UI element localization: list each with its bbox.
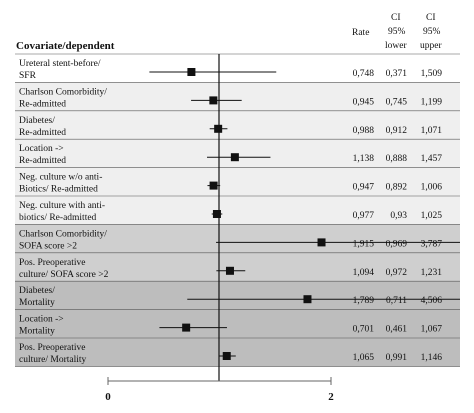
row-band-11 — [15, 338, 460, 367]
row-label-line2: Re-admitted — [19, 128, 66, 138]
row-label-line2: Re-admitted — [19, 156, 66, 166]
row-label-line2: culture/ SOFA score >2 — [19, 270, 109, 280]
rate-marker — [303, 295, 312, 304]
ci-lower-value: 0,745 — [386, 97, 408, 107]
ci-upper-value: 1,025 — [421, 211, 443, 221]
header-ci-upper-3: upper — [420, 41, 442, 51]
row-label-line1: Neg. culture with anti- — [19, 201, 105, 211]
row-band-3 — [15, 110, 460, 140]
data-row-4: Location -> Re-admitted 1,138 0,888 1,457 — [19, 144, 442, 166]
rate-value: 0,988 — [353, 126, 375, 136]
row-band-9 — [15, 281, 460, 310]
rate-marker — [230, 153, 239, 162]
ci-upper-value: 1,457 — [421, 154, 443, 164]
ci-upper-value: 1,006 — [421, 183, 443, 193]
rate-marker — [209, 181, 218, 190]
data-row-10: Location -> Mortality 0,701 0,461 1,067 — [19, 315, 442, 337]
ci-upper-value: 1,067 — [421, 325, 443, 335]
rate-marker — [222, 352, 231, 360]
row-band-7 — [15, 224, 460, 253]
ci-upper-value: 1,231 — [421, 268, 443, 278]
rate-marker — [225, 266, 234, 275]
row-label-line2: Biotics/ Re-admitted — [19, 185, 98, 195]
header-rate: Rate — [352, 28, 369, 38]
rate-marker — [182, 323, 191, 332]
data-row-5: Neg. culture w/o anti- Biotics/ Re-admitt… — [19, 173, 442, 195]
row-label-line1: Diabetes/ — [19, 116, 55, 126]
row-band-8 — [15, 252, 460, 282]
row-band-10 — [15, 309, 460, 338]
header-ci-lower-2: 95% — [388, 27, 406, 37]
row-label-line1: Neg. culture w/o anti- — [19, 173, 102, 183]
data-row-1: Ureteral stent-before/SFR 0,748 0,371 1,509 — [19, 58, 442, 81]
rate-value: 1,065 — [353, 353, 375, 363]
rate-value: 0,947 — [353, 183, 375, 193]
rate-value: 0,701 — [353, 325, 375, 335]
ci-lower-value: 0,93 — [390, 211, 407, 221]
rate-value: 1,138 — [353, 154, 375, 164]
header-covariate: Covariate/dependent — [16, 40, 115, 52]
row-label-line1: Location -> — [19, 144, 64, 154]
ci-lower-value: 0,888 — [386, 154, 408, 164]
row-label-line2: SFR — [19, 71, 37, 81]
row-label-line1: Charlson Comorbidity/ — [19, 229, 107, 239]
ci-lower-value: 0,969 — [386, 239, 408, 249]
data-row-9: Diabetes/Mortality 1,789 0,711 4,506 — [19, 286, 460, 308]
data-row-6: Neg. culture with anti-biotics/ Re-admit… — [19, 201, 442, 223]
row-label-line1: Charlson Comorbidity/ — [19, 87, 107, 97]
row-label-line1: Pos. Preoperative — [19, 343, 86, 353]
ci-lower-value: 0,892 — [386, 183, 408, 193]
rows: Ureteral stent-before/SFR 0,748 0,371 1,509… — [19, 58, 460, 365]
ci-upper-value: 4,506 — [421, 296, 443, 306]
header-ci-lower-1: CI — [391, 13, 401, 23]
data-row-2: Charlson Comorbidity/Re-admitted 0,945 0,7… — [19, 87, 442, 109]
ci-upper-value: 1,199 — [421, 97, 443, 107]
ci-upper-value: 3,787 — [421, 239, 443, 249]
ci-lower-value: 0,912 — [386, 126, 408, 136]
x-tick-label-2: 2 — [328, 391, 334, 403]
row-label-line2: biotics/ Re-admitted — [19, 213, 97, 223]
data-row-7: Charlson Comorbidity/SOFA score >2 1,915 0… — [19, 229, 460, 251]
rate-value: 0,748 — [353, 69, 375, 79]
ci-lower-value: 0,461 — [386, 325, 408, 335]
rate-value: 1,789 — [353, 296, 375, 306]
row-label-line1: Diabetes/ — [19, 286, 55, 296]
ci-lower-value: 0,972 — [386, 268, 408, 278]
row-band-5 — [15, 167, 460, 196]
row-label-line2: Mortality — [19, 298, 55, 308]
ci-lower-value: 0,371 — [386, 69, 408, 79]
data-row-11: Pos. Preoperative culture/ Mortality 1,065… — [19, 343, 442, 365]
rate-value: 0,945 — [353, 97, 375, 107]
x-tick-label-0: 0 — [105, 391, 111, 403]
ci-lower-value: 0,711 — [386, 296, 407, 306]
rate-value: 1,094 — [353, 268, 375, 278]
rate-marker — [209, 96, 218, 105]
rate-marker — [187, 68, 196, 76]
data-row-8: Pos. Preoperative culture/ SOFA score >2 1… — [19, 258, 442, 280]
rate-marker — [214, 124, 223, 133]
ci-lower-value: 0,991 — [386, 353, 408, 363]
row-label-line1: Location -> — [19, 315, 64, 325]
row-label-line1: Ureteral stent-before/ — [19, 58, 101, 69]
row-label-line2: Re-admitted — [19, 99, 66, 109]
rate-value: 0,977 — [353, 211, 375, 221]
rate-value: 1,915 — [353, 239, 375, 249]
rate-marker — [212, 210, 221, 218]
row-label-line2: culture/ Mortality — [19, 355, 87, 365]
ci-upper-value: 1,071 — [421, 126, 443, 136]
header-ci-lower-3: lower — [385, 41, 407, 51]
row-band-1 — [15, 54, 460, 83]
x-axis: 0 2 — [105, 377, 334, 403]
row-band-2 — [15, 82, 460, 111]
rate-marker — [317, 238, 326, 247]
row-band-6 — [15, 196, 460, 225]
ci-upper-value: 1,146 — [421, 353, 443, 363]
row-label-line2: SOFA score >2 — [19, 241, 77, 251]
row-label-line2: Mortality — [19, 327, 55, 337]
ci-upper-value: 1,509 — [421, 69, 443, 79]
header-ci-upper-2: 95% — [423, 27, 441, 37]
row-label-line1: Pos. Preoperative — [19, 258, 86, 268]
header-ci-upper-1: CI — [426, 13, 436, 23]
